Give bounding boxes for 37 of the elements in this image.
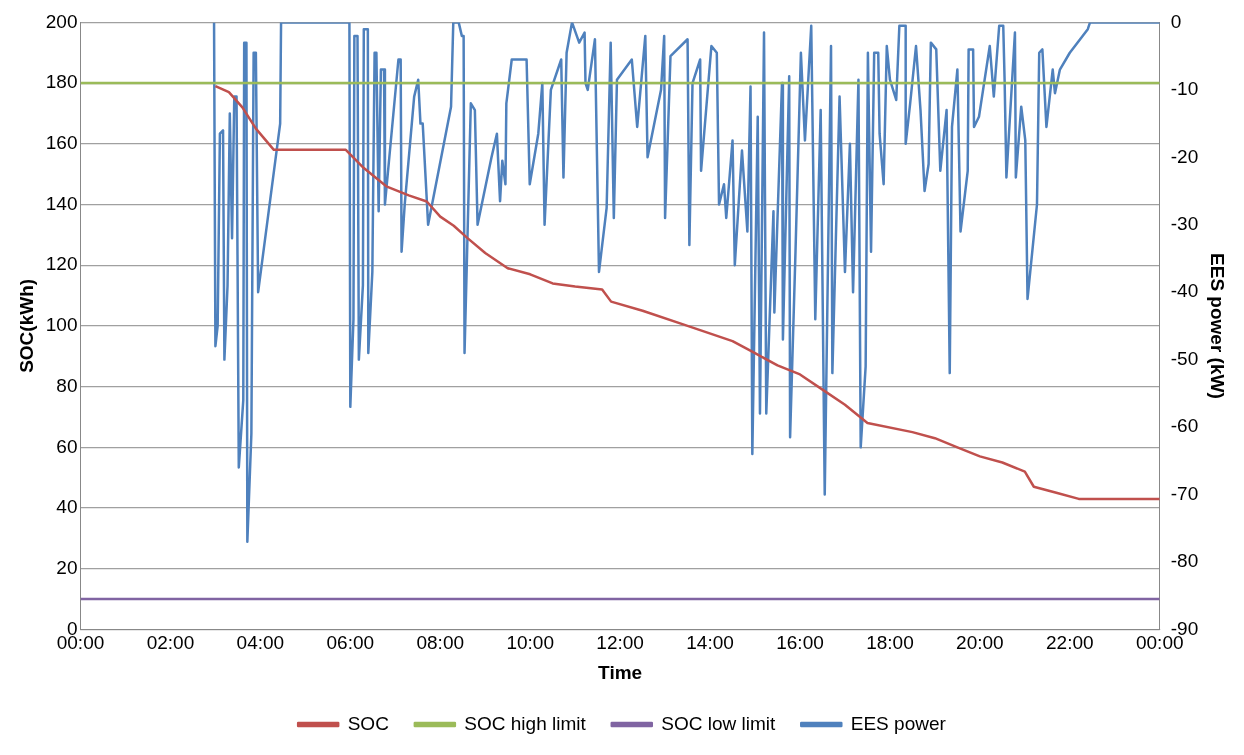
legend-label: SOC high limit bbox=[464, 712, 587, 734]
y-tick-label: 100 bbox=[45, 314, 78, 336]
y-tick-label: 20 bbox=[56, 556, 78, 578]
y-tick-label: 200 bbox=[45, 10, 78, 32]
y-tick-label: 180 bbox=[45, 71, 78, 93]
legend-label: SOC low limit bbox=[661, 712, 776, 734]
y2-tick-label: 0 bbox=[1170, 10, 1182, 32]
y-tick-label: 120 bbox=[45, 253, 78, 275]
x-axis-title: Time bbox=[598, 661, 643, 683]
x-tick-label: 06:00 bbox=[326, 632, 375, 654]
x-tick-label: 22:00 bbox=[1046, 632, 1094, 654]
x-tick-label: 14:00 bbox=[686, 632, 734, 654]
y2-tick-label: -60 bbox=[1170, 415, 1199, 437]
y2-axis-title: EES power (kW) bbox=[1207, 253, 1229, 399]
y-tick-label: 60 bbox=[56, 435, 78, 457]
y2-tick-label: -20 bbox=[1170, 145, 1199, 167]
x-tick-label: 18:00 bbox=[866, 632, 914, 654]
y-tick-label: 40 bbox=[56, 496, 78, 518]
x-tick-label: 08:00 bbox=[416, 632, 465, 654]
legend-label: EES power bbox=[850, 712, 947, 734]
y2-tick-label: -30 bbox=[1170, 212, 1199, 234]
y2-tick-label: -80 bbox=[1170, 550, 1199, 572]
y-tick-label: 140 bbox=[45, 192, 78, 214]
legend-label: SOC bbox=[347, 712, 389, 734]
y2-tick-label: -70 bbox=[1170, 482, 1199, 504]
y-tick-label: 160 bbox=[45, 132, 78, 154]
y-tick-label: 80 bbox=[56, 374, 78, 396]
x-tick-label: 12:00 bbox=[596, 632, 644, 654]
x-tick-label: 04:00 bbox=[236, 632, 285, 654]
x-tick-label: 10:00 bbox=[506, 632, 554, 654]
x-tick-label: 20:00 bbox=[956, 632, 1004, 654]
y2-tick-label: -10 bbox=[1170, 78, 1199, 100]
y2-tick-label: -50 bbox=[1170, 347, 1199, 369]
y-axis-title: SOC(kWh) bbox=[15, 278, 37, 373]
y2-tick-label: -40 bbox=[1170, 280, 1199, 302]
x-tick-label: 16:00 bbox=[776, 632, 824, 654]
x-tick-label: 02:00 bbox=[146, 632, 195, 654]
